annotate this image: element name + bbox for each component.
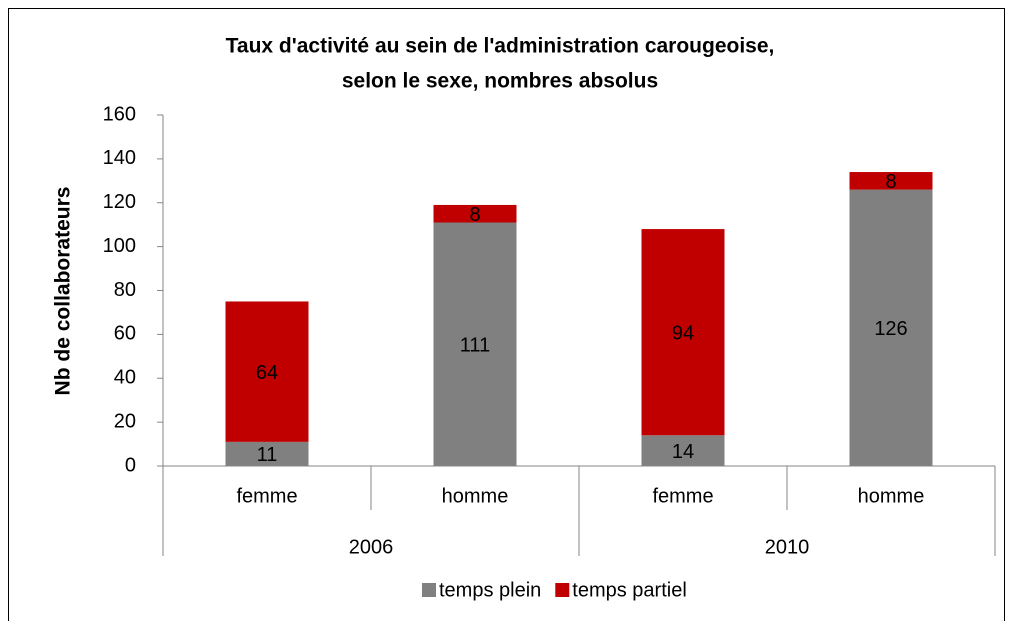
legend-label: temps plein — [439, 579, 541, 601]
group-label: 2010 — [765, 536, 810, 558]
y-tick-label: 60 — [114, 323, 136, 345]
data-label: 8 — [469, 204, 480, 226]
chart-title: selon le sexe, nombres absolus — [342, 70, 658, 93]
data-label: 11 — [257, 444, 278, 466]
bar-segment — [433, 204, 517, 223]
legend-label: temps partiel — [572, 579, 687, 601]
data-label: 64 — [256, 362, 278, 384]
chart-title: Taux d'activité au sein de l'administrat… — [226, 35, 775, 58]
legend-swatch — [422, 583, 436, 597]
y-tick-label: 160 — [103, 103, 136, 125]
bar-segment — [433, 222, 517, 466]
bar-segment — [641, 435, 725, 466]
bar-segment — [849, 172, 933, 190]
x-tick-label: femme — [236, 485, 297, 507]
y-tick-label: 80 — [114, 279, 136, 301]
bar-segment — [641, 229, 725, 436]
x-tick-label: homme — [858, 485, 925, 507]
data-label: 14 — [672, 441, 694, 463]
x-tick-label: femme — [652, 485, 713, 507]
y-tick-label: 100 — [103, 235, 136, 257]
y-tick-label: 40 — [114, 367, 136, 389]
data-label: 126 — [874, 318, 907, 340]
bar-segment — [225, 301, 309, 442]
y-tick-label: 120 — [103, 191, 136, 213]
y-axis-label: Nb de collaborateurs — [52, 187, 75, 396]
group-label: 2006 — [349, 536, 394, 558]
bar-segment — [225, 441, 309, 466]
y-tick-label: 20 — [114, 410, 136, 432]
data-label: 111 — [460, 335, 490, 357]
y-tick-label: 140 — [103, 147, 136, 169]
x-tick-label: homme — [442, 485, 509, 507]
bar-segment — [849, 189, 933, 466]
legend-swatch — [555, 583, 570, 597]
data-label: 94 — [672, 322, 694, 344]
data-label: 8 — [885, 171, 896, 193]
y-tick-label: 0 — [125, 454, 136, 476]
